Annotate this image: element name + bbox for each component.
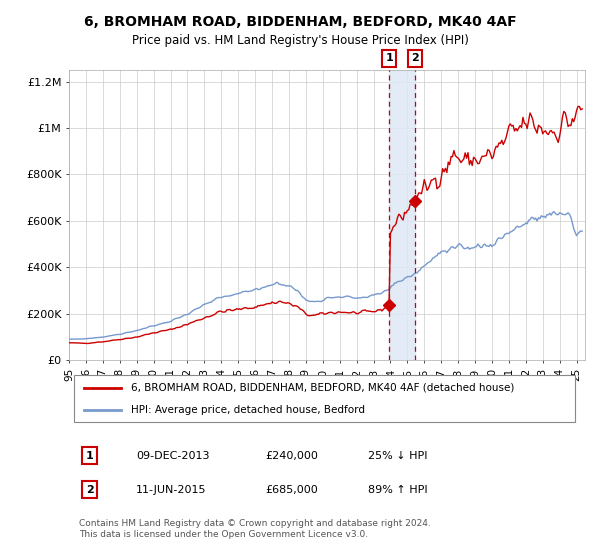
- Text: £685,000: £685,000: [265, 485, 318, 495]
- Text: 2: 2: [411, 53, 419, 63]
- FancyBboxPatch shape: [74, 375, 575, 422]
- Text: HPI: Average price, detached house, Bedford: HPI: Average price, detached house, Bedf…: [131, 405, 365, 414]
- Text: £240,000: £240,000: [265, 451, 318, 461]
- Text: 09-DEC-2013: 09-DEC-2013: [136, 451, 209, 461]
- Text: 6, BROMHAM ROAD, BIDDENHAM, BEDFORD, MK40 4AF (detached house): 6, BROMHAM ROAD, BIDDENHAM, BEDFORD, MK4…: [131, 382, 514, 393]
- Text: 1: 1: [86, 451, 94, 461]
- Text: 2: 2: [86, 485, 94, 495]
- Text: 25% ↓ HPI: 25% ↓ HPI: [368, 451, 428, 461]
- Bar: [389, 70, 415, 360]
- Text: Contains HM Land Registry data © Crown copyright and database right 2024.
This d: Contains HM Land Registry data © Crown c…: [79, 519, 431, 539]
- Text: 11-JUN-2015: 11-JUN-2015: [136, 485, 206, 495]
- Text: Price paid vs. HM Land Registry's House Price Index (HPI): Price paid vs. HM Land Registry's House …: [131, 34, 469, 47]
- Text: 6, BROMHAM ROAD, BIDDENHAM, BEDFORD, MK40 4AF: 6, BROMHAM ROAD, BIDDENHAM, BEDFORD, MK4…: [83, 15, 517, 29]
- Text: 1: 1: [385, 53, 393, 63]
- Text: 89% ↑ HPI: 89% ↑ HPI: [368, 485, 428, 495]
